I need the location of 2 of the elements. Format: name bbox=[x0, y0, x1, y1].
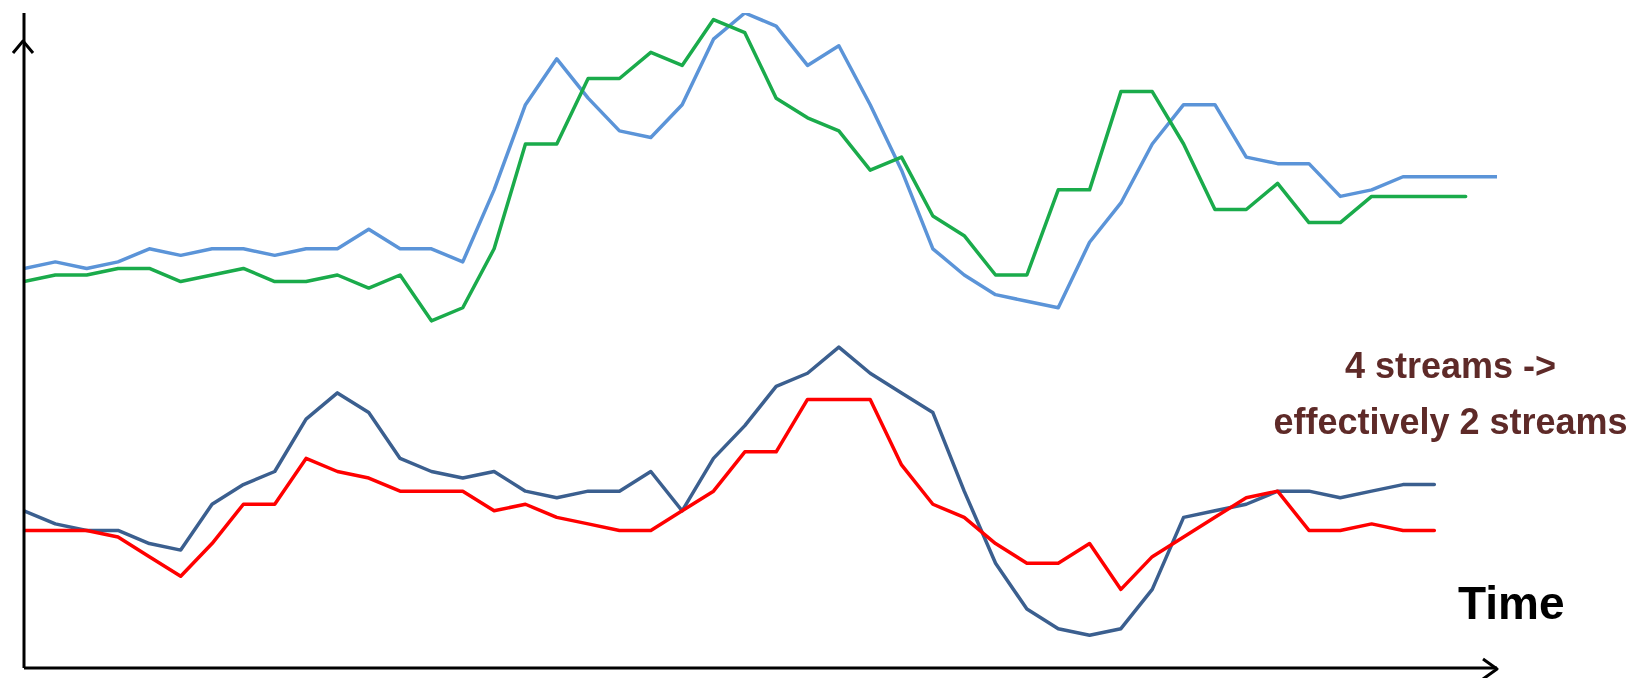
annotation: 4 streams -> effectively 2 streams bbox=[1272, 344, 1629, 444]
x-axis-title: Time bbox=[1458, 576, 1565, 630]
